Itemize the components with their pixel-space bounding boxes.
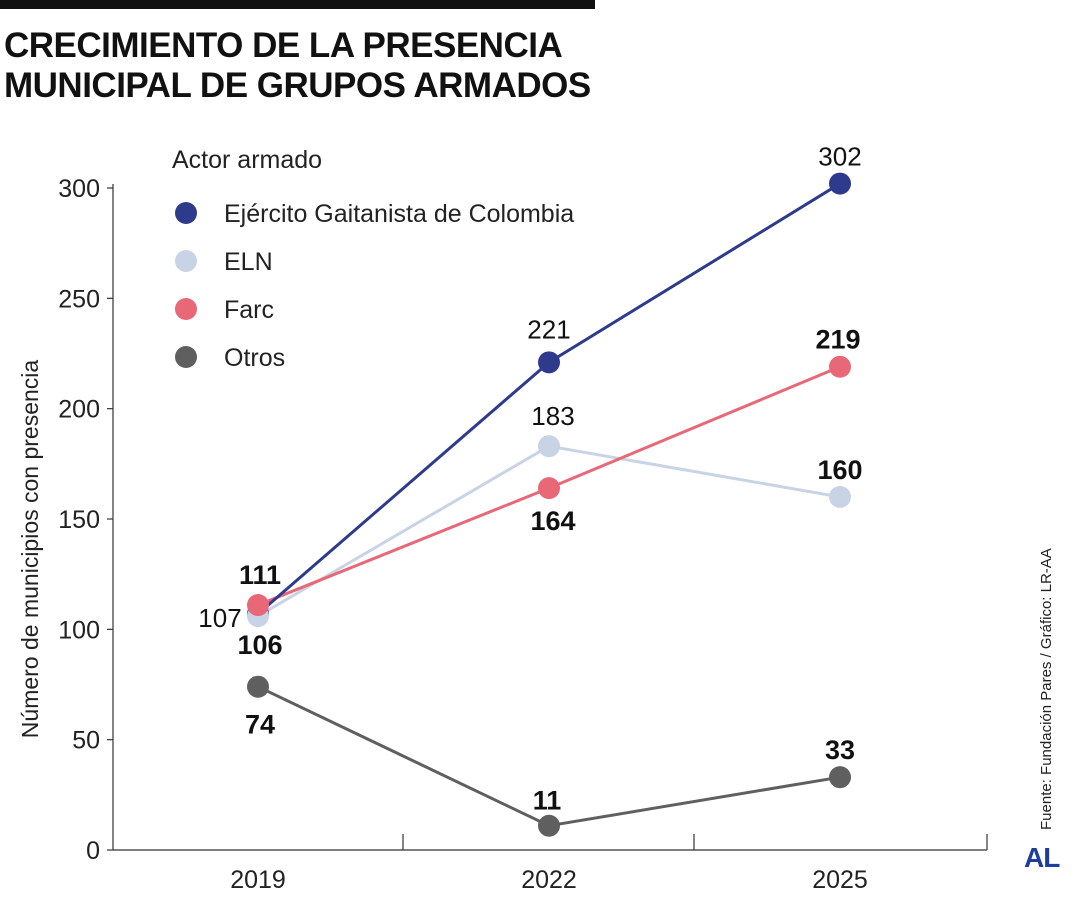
- y-tick-label-0: 0: [86, 837, 100, 865]
- legend-swatch-3: [175, 346, 197, 368]
- data-point-3-1: [538, 814, 560, 837]
- data-label-3-1: 11: [533, 786, 562, 816]
- data-label-0-1: 221: [527, 314, 570, 344]
- y-tick-label-200: 200: [58, 396, 100, 424]
- y-axis-label: Número de municipios con presencia: [17, 360, 43, 739]
- series-line-0: [257, 182, 841, 616]
- x-tick-label-2022: 2022: [521, 866, 577, 894]
- y-tick-label-250: 250: [58, 285, 100, 313]
- data-label-1-2: 160: [817, 455, 862, 485]
- chart-title-line-1: CRECIMIENTO DE LA PRESENCIA: [4, 26, 563, 65]
- data-label-1-0: 106: [237, 630, 282, 660]
- data-point-1-2: [829, 485, 851, 508]
- y-tick-label-50: 50: [72, 727, 100, 755]
- legend-label-0: Ejército Gaitanista de Colombia: [224, 200, 574, 228]
- x-tick-label-2025: 2025: [812, 866, 868, 894]
- data-point-2-1: [538, 477, 560, 500]
- data-point-1-1: [538, 435, 560, 458]
- data-label-2-2: 219: [815, 325, 860, 355]
- data-point-3-0: [247, 675, 269, 698]
- data-label-3-0: 74: [245, 710, 275, 740]
- data-label-0-0: 107: [198, 603, 241, 633]
- data-label-0-2: 302: [818, 142, 861, 172]
- data-label-2-0: 111: [239, 560, 281, 590]
- y-tick-label-150: 150: [58, 506, 100, 534]
- legend-swatch-1: [175, 250, 197, 272]
- data-point-2-2: [829, 355, 851, 378]
- legend-label-1: ELN: [224, 248, 273, 276]
- legend-title: Actor armado: [172, 146, 322, 174]
- data-point-3-2: [829, 766, 851, 789]
- top-rule: [0, 0, 595, 9]
- legend-label-2: Farc: [224, 296, 274, 324]
- chart-title: CRECIMIENTO DE LA PRESENCIA MUNICIPAL DE…: [4, 26, 624, 106]
- chart-title-line-2: MUNICIPAL DE GRUPOS ARMADOS: [4, 66, 591, 105]
- data-label-1-1: 183: [531, 401, 574, 431]
- data-point-2-0: [247, 594, 269, 617]
- y-tick-label-100: 100: [58, 616, 100, 644]
- source-credit: Fuente: Fundación Pares / Gráfico: LR-AA: [1038, 548, 1055, 830]
- legend-label-3: Otros: [224, 344, 285, 372]
- logo: AL: [1024, 842, 1060, 873]
- data-label-3-2: 33: [825, 735, 855, 765]
- legend-swatch-2: [175, 298, 197, 320]
- data-point-0-1: [538, 351, 560, 374]
- x-tick-label-2019: 2019: [230, 866, 286, 894]
- data-point-0-2: [829, 172, 851, 195]
- y-tick-label-300: 300: [58, 175, 100, 203]
- legend-swatch-0: [175, 202, 197, 224]
- data-label-2-1: 164: [530, 506, 575, 536]
